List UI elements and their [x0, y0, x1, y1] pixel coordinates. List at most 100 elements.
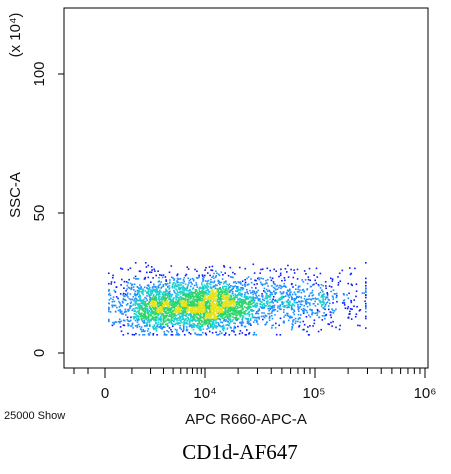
- event-dot: [220, 294, 222, 296]
- event-dot: [189, 296, 191, 299]
- event-dot: [139, 312, 142, 315]
- event-dot: [207, 324, 209, 327]
- event-dot: [183, 328, 185, 331]
- event-dot: [174, 301, 176, 304]
- event-dot: [239, 315, 241, 317]
- event-dot: [149, 293, 152, 295]
- event-dot: [207, 272, 209, 274]
- event-dot: [283, 277, 286, 279]
- event-dot: [164, 296, 166, 298]
- event-dot: [108, 308, 110, 311]
- event-dot: [194, 293, 196, 295]
- event-dot: [209, 320, 211, 322]
- event-dot: [162, 314, 164, 316]
- event-dot: [160, 320, 162, 323]
- event-dot: [365, 307, 367, 310]
- event-dot: [137, 295, 140, 298]
- event-dot: [108, 320, 110, 323]
- event-dot: [195, 284, 198, 286]
- event-dot: [140, 291, 143, 293]
- event-dot: [110, 297, 112, 300]
- event-dot: [176, 294, 178, 296]
- event-dot: [233, 322, 235, 324]
- event-dot: [233, 286, 235, 288]
- event-dot: [193, 300, 196, 302]
- event-dot: [160, 325, 162, 327]
- event-dot: [265, 305, 267, 307]
- event-dot: [246, 284, 249, 286]
- event-dot: [317, 303, 319, 305]
- event-dot: [160, 281, 162, 283]
- event-dot: [220, 315, 223, 317]
- event-dot: [246, 290, 249, 293]
- event-dot: [233, 304, 235, 306]
- event-dot: [231, 291, 234, 293]
- event-dot: [267, 278, 269, 281]
- event-dot: [240, 309, 242, 312]
- event-dot: [232, 310, 235, 313]
- event-dot: [146, 330, 149, 332]
- event-dot: [144, 300, 146, 303]
- event-dot: [209, 295, 211, 298]
- event-dot: [147, 309, 149, 311]
- event-dot: [204, 301, 206, 303]
- event-dot: [152, 334, 154, 336]
- event-dot: [311, 291, 313, 294]
- event-dot: [349, 267, 351, 269]
- event-dot: [162, 285, 165, 288]
- event-dot: [313, 319, 316, 321]
- event-dot: [226, 292, 228, 295]
- event-dot: [147, 311, 150, 314]
- event-dot: [334, 293, 337, 295]
- event-dot: [227, 309, 229, 312]
- event-dot: [173, 315, 176, 317]
- event-dot: [335, 296, 338, 298]
- event-dot: [136, 307, 138, 309]
- event-dot: [322, 294, 324, 297]
- event-dot: [241, 284, 244, 286]
- event-dot: [365, 291, 367, 293]
- event-dot: [218, 300, 220, 303]
- event-dot: [185, 311, 187, 314]
- event-dot: [332, 302, 334, 304]
- event-dot: [337, 282, 340, 284]
- event-dot: [119, 322, 121, 324]
- event-dot: [134, 292, 136, 295]
- event-dot: [226, 323, 229, 326]
- event-dot: [294, 322, 297, 324]
- event-dot: [139, 328, 142, 330]
- event-dot: [244, 267, 247, 270]
- event-dot: [265, 315, 268, 317]
- event-dot: [192, 298, 195, 301]
- event-dot: [308, 295, 310, 298]
- event-dot: [198, 319, 200, 321]
- event-dot: [276, 300, 278, 302]
- event-dot: [236, 310, 239, 312]
- event-dot: [198, 295, 200, 298]
- event-dot: [150, 305, 153, 308]
- event-dot: [204, 306, 207, 308]
- event-dot: [208, 305, 210, 308]
- event-dot: [277, 305, 279, 307]
- event-dot: [255, 334, 257, 336]
- event-dot: [129, 282, 132, 285]
- event-dot: [292, 324, 294, 326]
- event-dot: [238, 313, 240, 316]
- event-dot: [196, 326, 199, 329]
- event-dot: [248, 311, 250, 313]
- event-dot: [331, 308, 333, 310]
- event-dot: [139, 307, 141, 310]
- x-minor-ticks: [73, 368, 426, 378]
- event-dot: [183, 326, 185, 328]
- event-dot: [125, 314, 127, 316]
- event-dot: [162, 274, 165, 276]
- event-dot: [179, 295, 182, 298]
- event-dot: [117, 309, 120, 312]
- event-dot: [189, 302, 192, 304]
- event-dot: [167, 331, 170, 333]
- event-dot: [189, 313, 191, 315]
- event-dot: [206, 282, 209, 284]
- event-dot: [128, 324, 130, 327]
- event-dot: [158, 301, 161, 303]
- event-dot: [251, 300, 253, 302]
